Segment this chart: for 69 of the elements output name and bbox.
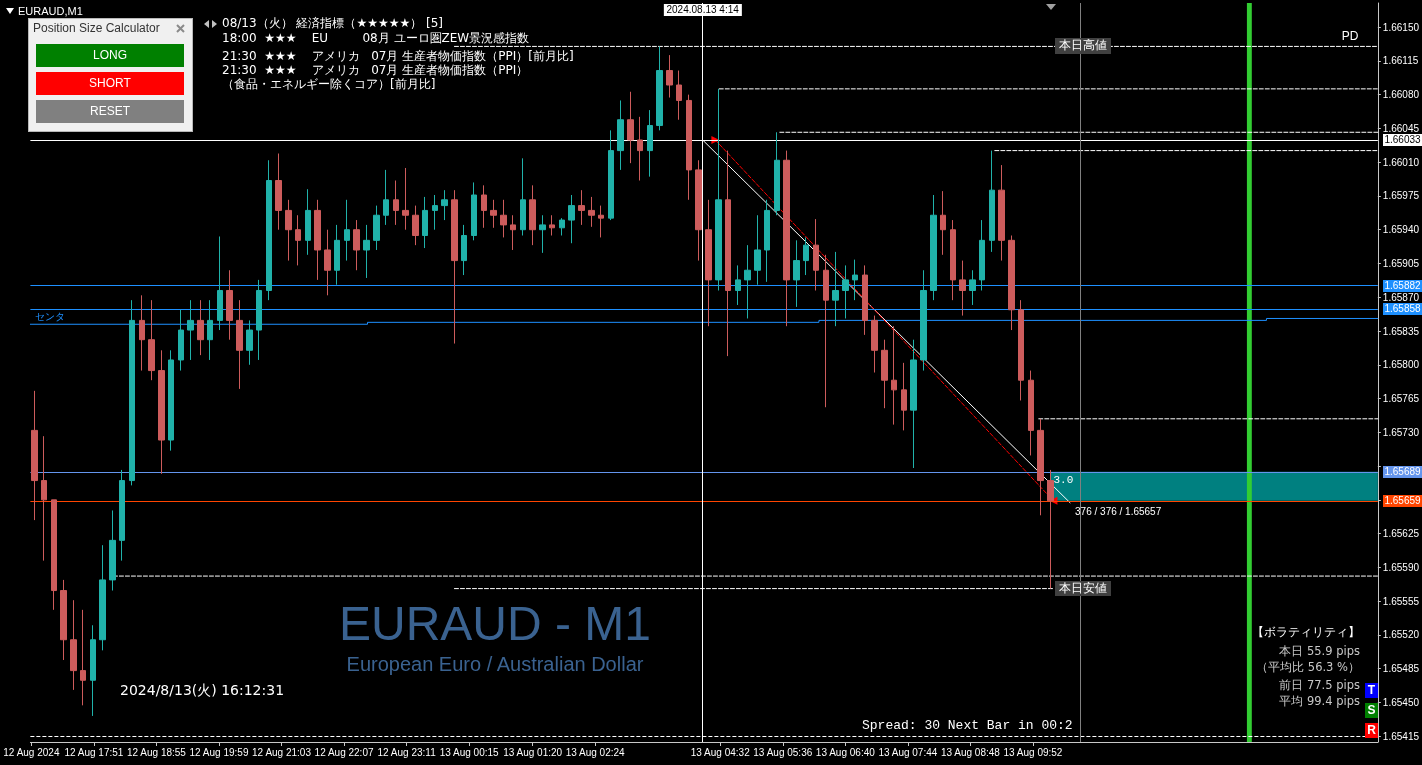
ref-line-label: 1.66033	[1383, 133, 1422, 146]
annotation: Position Size Calculator	[33, 21, 160, 36]
y-tick-label: 1.65450	[1382, 696, 1420, 708]
x-tick-label: 13 Aug 00:15	[439, 746, 500, 758]
y-tick-label: 1.66150	[1382, 21, 1420, 33]
annotation: 21:30 ★★★ アメリカ 07月 生産者物価指数（PPI）[前月比]	[222, 49, 574, 63]
y-tick-label: 1.65625	[1382, 528, 1420, 540]
ref-line-label: 1.65858	[1383, 302, 1422, 315]
y-tick-label: 1.65940	[1382, 224, 1420, 236]
y-tick-label: 1.66010	[1382, 156, 1420, 168]
y-tick-label: 1.65555	[1382, 595, 1420, 607]
annotation: 18:00 ★★★ EU 08月 ユーロ圏ZEW景況感指数	[222, 31, 530, 45]
y-tick-label: 1.65975	[1382, 190, 1420, 202]
button: SHORT	[36, 72, 184, 95]
y-tick-label: 1.66045	[1382, 122, 1420, 134]
y-tick-label: 1.65415	[1382, 730, 1420, 742]
annotation: 376 / 376 / 1.65657	[1075, 505, 1162, 518]
y-tick-label: 1.65835	[1382, 325, 1420, 337]
x-tick-label: 12 Aug 17:51	[64, 746, 124, 758]
y-tick-label: 1.65520	[1382, 629, 1420, 641]
ref-line-label: 1.65882	[1383, 279, 1422, 292]
x-tick-label: 12 Aug 23:11	[377, 746, 437, 758]
x-tick-label: 13 Aug 09:52	[1003, 746, 1063, 758]
annotation: 08/13（火） 経済指標（★★★★★） [5]	[222, 16, 443, 30]
x-tick-label: 12 Aug 19:59	[189, 746, 249, 758]
x-tick-label: 12 Aug 22:07	[314, 746, 374, 758]
annotation: 前日 77.5 pips	[1279, 678, 1360, 693]
series-label: センタ	[35, 310, 66, 322]
y-tick-label: 1.66080	[1382, 89, 1420, 101]
annotation: 21:30 ★★★ アメリカ 07月 生産者物価指数（PPI）（食品・エネルギー除くコア）[前月比]	[222, 63, 530, 91]
ref-line-label: 1.65689	[1383, 465, 1422, 478]
ref-line-label: 1.65659	[1383, 494, 1422, 507]
x-tick-label: 13 Aug 07:44	[878, 746, 938, 758]
x-tick-label: 12 Aug 18:55	[126, 746, 187, 758]
annotation: 本日安値	[1055, 580, 1112, 597]
annotation: EURAUD - M1	[338, 597, 652, 650]
x-tick-label: 12 Aug 2024	[3, 746, 60, 758]
y-tick-label: 1.65800	[1382, 359, 1420, 371]
x-tick-label: 13 Aug 02:24	[565, 746, 626, 758]
annotation: T	[1365, 683, 1378, 698]
y-tick-label: 1.66115	[1382, 55, 1419, 67]
band-label: 3.0	[1053, 474, 1074, 487]
x-tick-label: 13 Aug 05:36	[753, 746, 813, 758]
x-tick-label: 13 Aug 06:40	[815, 746, 876, 758]
annotation: 本日高値	[1055, 38, 1112, 55]
annotation: R	[1365, 723, 1378, 738]
x-tick-label: 13 Aug 01:20	[503, 746, 563, 758]
button: RESET	[36, 100, 184, 123]
y-tick-label: 1.65590	[1382, 561, 1420, 573]
y-tick-label: 1.65870	[1382, 291, 1420, 303]
button: LONG	[36, 44, 184, 67]
annotation: Spread: 30 Next Bar in 00:2	[862, 718, 1073, 734]
annotation: 本日 55.9 pips	[1279, 644, 1360, 659]
y-tick-label: 1.65485	[1382, 663, 1420, 675]
annotation: （平均比 56.3 %）	[1256, 660, 1360, 675]
x-tick-label: 12 Aug 21:03	[252, 746, 312, 758]
y-tick-label: 1.65905	[1382, 257, 1420, 269]
chart-title: EURAUD,M1	[18, 5, 83, 18]
ref-line-label: 2024.08.13 4:14	[663, 4, 742, 16]
y-tick-label: 1.65765	[1382, 393, 1420, 405]
annotation: S	[1365, 703, 1378, 718]
annotation: European Euro / Australian Dollar	[346, 653, 644, 675]
y-tick-label: 1.65730	[1382, 426, 1420, 438]
annotation: 【ボラティリティ】	[1252, 625, 1360, 640]
x-tick-label: 13 Aug 08:48	[940, 746, 1001, 758]
annotation: 平均 99.4 pips	[1279, 694, 1360, 709]
annotation: 2024/8/13(火) 16:12:31	[120, 682, 285, 699]
annotation: PD	[1341, 29, 1359, 45]
x-tick-label: 13 Aug 04:32	[690, 746, 751, 758]
